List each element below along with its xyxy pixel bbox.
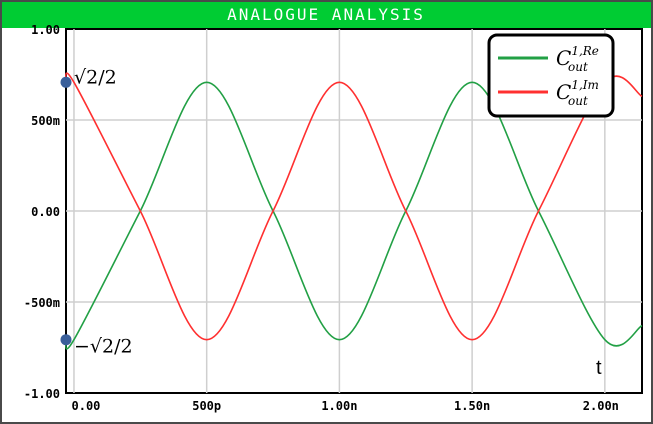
legend-im-sup: 1,Im [571, 78, 599, 92]
legend-im-sub: out [568, 94, 588, 108]
x-tick-label: 1.00n [321, 399, 357, 413]
legend: C1,Re out C1,Im out [487, 33, 615, 118]
x-tick-label: 500p [192, 399, 221, 413]
legend-re-base: C [556, 46, 571, 70]
y-tick-label: 500m [31, 114, 60, 128]
y-tick-label: 0.00 [31, 205, 60, 219]
title-bar [2, 2, 651, 28]
series-line-1 [65, 72, 643, 341]
legend-im-base: C [556, 80, 571, 104]
legend-re-sup: 1,Re [571, 44, 599, 58]
y-tick-labels: 1.00 500m 0.00 -500m -1.00 [24, 23, 60, 401]
value-marker-label: √2/2 [74, 66, 117, 88]
x-axis-label: t [596, 357, 602, 379]
series-line-0 [65, 81, 643, 350]
value-marker-dot [60, 76, 72, 88]
marker-layer: √2/2 −√2/2 [60, 66, 133, 358]
x-tick-label: 1.50n [454, 399, 490, 413]
legend-label-re: C1,Re out [556, 44, 599, 74]
value-marker-dot [60, 334, 72, 346]
y-tick-label: 1.00 [31, 23, 60, 37]
legend-re-sub: out [568, 60, 588, 74]
x-tick-label: 2.00n [583, 399, 619, 413]
window-title: ANALOGUE ANALYSIS [227, 5, 425, 24]
y-tick-label: -500m [24, 296, 60, 310]
x-tick-label: 0.00 [72, 399, 101, 413]
value-marker-label: −√2/2 [74, 336, 133, 358]
legend-box [487, 33, 615, 118]
series-layer [65, 72, 643, 350]
y-tick-label: -1.00 [24, 387, 60, 401]
legend-label-im: C1,Im out [556, 78, 599, 108]
x-tick-labels: 0.00 500p 1.00n 1.50n 2.00n [72, 399, 619, 413]
grid-lines [66, 29, 642, 393]
